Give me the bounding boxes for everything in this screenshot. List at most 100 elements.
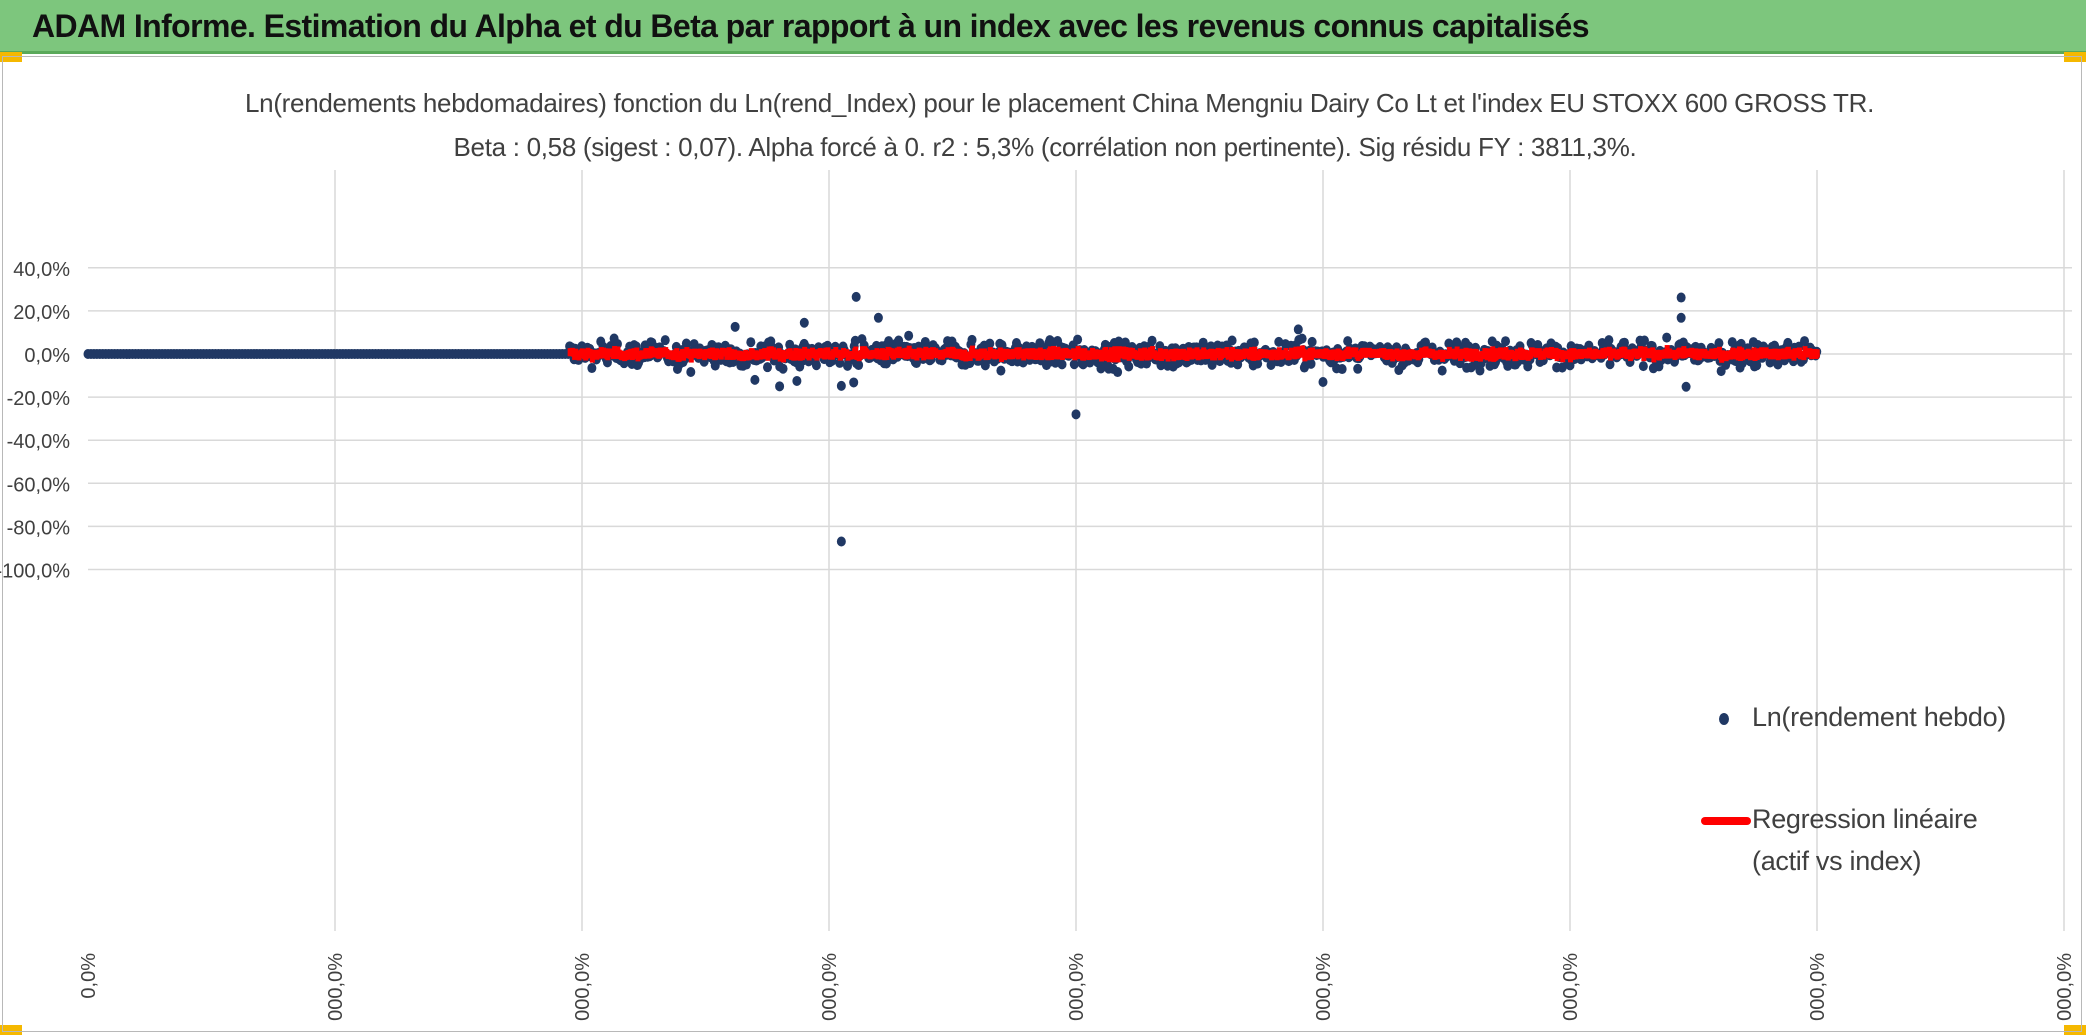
regression-point <box>1503 347 1509 356</box>
chart-subtitle: Beta : 0,58 (sigest : 0,07). Alpha forcé… <box>453 132 1637 162</box>
data-point <box>587 363 597 374</box>
data-point <box>1337 364 1347 375</box>
data-point <box>894 335 904 346</box>
x-tick-label: 000,0% <box>1807 953 1829 1021</box>
data-point <box>1501 336 1511 347</box>
data-point <box>750 374 760 385</box>
y-tick-label: 0,0% <box>24 345 70 367</box>
x-axis-ticks: 0,0% 000,0% 000,0% 000,0% 000,0% 000,0% 000,0%… <box>78 953 2076 1021</box>
chart-frame <box>2 56 2082 1032</box>
data-point <box>1639 335 1649 346</box>
data-point <box>1752 360 1762 371</box>
data-point <box>836 536 846 547</box>
regression-point <box>967 352 973 361</box>
regression-point <box>1106 354 1112 363</box>
regression-point <box>1101 352 1107 361</box>
data-point <box>1676 292 1686 303</box>
corner-marker <box>2064 1025 2086 1035</box>
data-point <box>1437 365 1447 376</box>
regression-point <box>1171 353 1177 362</box>
legend-label-regression-2: (actif vs index) <box>1752 846 1922 876</box>
data-point <box>746 337 756 348</box>
chart-title: Ln(rendements hebdomadaires) fonction du… <box>245 88 1874 118</box>
regression-point <box>1814 349 1820 358</box>
y-tick-label: 40,0% <box>13 259 70 281</box>
x-tick-label: 000,0% <box>1313 953 1335 1021</box>
data-point <box>1714 338 1724 349</box>
data-point <box>881 358 891 369</box>
x-tick-label: 000,0% <box>819 953 841 1021</box>
data-point <box>1249 337 1259 348</box>
regression-point <box>1150 346 1156 355</box>
y-tick-label: -20,0% <box>7 388 71 410</box>
data-point <box>1662 332 1672 343</box>
data-point <box>1773 359 1783 370</box>
data-point <box>849 377 859 388</box>
data-point <box>1306 358 1316 369</box>
x-tick-label: 000,0% <box>572 953 594 1021</box>
data-point <box>1619 337 1629 348</box>
x-tick-label: 000,0% <box>2054 953 2076 1021</box>
data-point <box>1147 335 1157 346</box>
data-point <box>1800 336 1810 347</box>
data-point <box>762 362 772 373</box>
data-point <box>1605 359 1615 370</box>
y-tick-label: -60,0% <box>7 474 71 496</box>
regression-point <box>634 347 640 356</box>
regression-point <box>688 354 694 363</box>
data-point <box>811 360 821 371</box>
report-title: ADAM Informe. Estimation du Alpha et du … <box>32 8 1590 44</box>
regression-point <box>970 345 976 354</box>
data-point <box>854 360 864 371</box>
data-point <box>985 338 995 349</box>
regression-series <box>567 345 1820 363</box>
legend-label-returns: Ln(rendement hebdo) <box>1752 702 2006 732</box>
data-point <box>1227 335 1237 346</box>
data-point <box>1421 337 1431 348</box>
regression-point <box>1045 352 1051 361</box>
data-point <box>851 291 861 302</box>
data-point <box>904 330 914 341</box>
x-tick-label: 000,0% <box>325 953 347 1021</box>
data-point <box>730 321 740 332</box>
y-tick-label: -100,0% <box>0 561 70 583</box>
data-point <box>1071 409 1081 420</box>
regression-point <box>1115 354 1121 363</box>
x-tick-label: 0,0% <box>78 953 100 999</box>
data-point <box>1681 381 1691 392</box>
data-point <box>1676 312 1686 323</box>
corner-marker <box>2064 52 2086 62</box>
regression-point <box>1051 345 1057 354</box>
data-point <box>1783 337 1793 348</box>
data-point <box>836 380 846 391</box>
data-point <box>1638 361 1648 372</box>
data-point <box>1604 335 1614 346</box>
data-point <box>686 367 696 378</box>
data-point <box>1293 324 1303 335</box>
data-point <box>911 358 921 369</box>
data-point <box>799 317 809 328</box>
data-point <box>1069 359 1079 370</box>
data-point <box>1557 362 1567 373</box>
data-point <box>1297 333 1307 344</box>
data-point <box>1727 337 1737 348</box>
y-tick-label: -40,0% <box>7 431 71 453</box>
y-tick-label: 20,0% <box>13 302 70 324</box>
regression-point <box>674 348 680 357</box>
data-point <box>967 334 977 345</box>
y-axis-ticks: 40,0% 20,0% 0,0% -20,0% -40,0% -60,0% -80,0% -1… <box>0 259 70 583</box>
y-tick-label: -80,0% <box>7 517 71 539</box>
data-point <box>660 335 670 346</box>
data-point <box>1353 363 1363 374</box>
data-point <box>1307 336 1317 347</box>
regression-point <box>1248 347 1254 356</box>
regression-point <box>1716 346 1722 355</box>
data-point <box>1073 334 1083 345</box>
regression-point <box>1276 347 1282 356</box>
report-banner: ADAM Informe. Estimation du Alpha et du … <box>0 0 2086 54</box>
regression-point <box>853 346 859 355</box>
x-tick-label: 000,0% <box>1560 953 1582 1021</box>
x-tick-label: 000,0% <box>1066 953 1088 1021</box>
legend-label-regression: Regression linéaire <box>1752 804 1978 834</box>
